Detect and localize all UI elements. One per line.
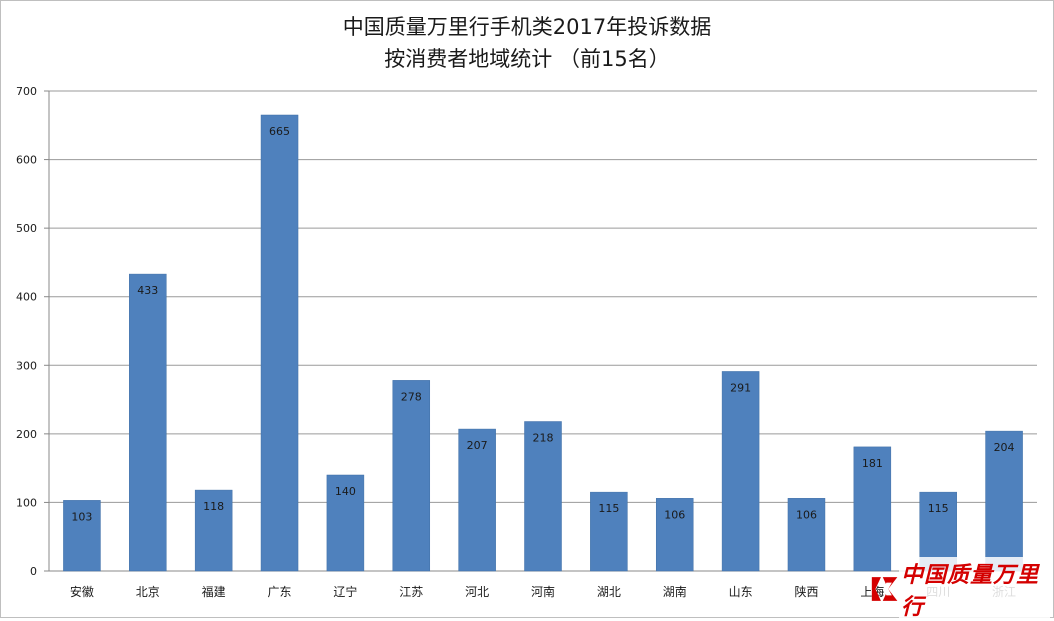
bar-value-label: 665 <box>269 125 290 138</box>
y-tick-label: 100 <box>16 496 37 509</box>
bar <box>260 114 299 572</box>
y-tick-label: 600 <box>16 154 37 167</box>
bar-value-label: 181 <box>862 457 883 470</box>
bar <box>590 491 628 572</box>
y-tick-label: 0 <box>30 565 37 578</box>
bar-series: 103 433 118 665 140 278 207 218 115 106 291 106 181 1… <box>63 114 1023 572</box>
chart-title: 中国质量万里行手机类2017年投诉数据 <box>342 15 712 39</box>
bar-value-label: 278 <box>401 390 422 403</box>
x-tick-label: 河北 <box>465 585 489 599</box>
bar <box>524 421 562 572</box>
y-tick-label: 700 <box>16 85 37 98</box>
chart-subtitle: 按消费者地域统计 （前15名） <box>384 47 670 71</box>
watermark-text: 中国质量万里行 <box>899 557 1050 621</box>
x-tick-label: 安徽 <box>70 584 94 599</box>
bar-value-label: 140 <box>335 485 356 498</box>
bar <box>392 380 431 572</box>
x-tick-label: 湖南 <box>663 584 687 599</box>
y-axis: 0 100 200 300 400 500 600 700 <box>16 85 50 578</box>
y-tick-label: 200 <box>16 428 37 441</box>
bar <box>655 498 694 572</box>
bar <box>129 273 167 572</box>
bar-value-label: 106 <box>664 508 685 521</box>
bar-value-label: 115 <box>598 502 619 515</box>
x-tick-label: 山东 <box>729 585 753 599</box>
bar-value-label: 291 <box>730 381 751 394</box>
bar-value-label: 103 <box>71 510 92 523</box>
bar-value-label: 207 <box>467 439 488 452</box>
bar <box>853 446 892 572</box>
bar <box>63 500 101 572</box>
bar-value-label: 204 <box>994 441 1015 454</box>
watermark-logo: 中国质量万里行 <box>870 557 1050 621</box>
bar <box>787 498 826 572</box>
bar-value-label: 115 <box>928 502 949 515</box>
bar <box>194 489 233 572</box>
watermark-emblem-icon <box>871 577 898 601</box>
x-tick-label: 广东 <box>268 585 292 599</box>
y-tick-label: 500 <box>16 222 37 235</box>
x-tick-label: 陕西 <box>794 584 818 599</box>
bar-value-label: 218 <box>533 432 554 445</box>
x-tick-label: 湖北 <box>597 584 621 599</box>
y-tick-label: 300 <box>16 359 37 372</box>
x-tick-label: 北京 <box>136 585 160 599</box>
x-tick-label: 江苏 <box>399 585 423 599</box>
bar <box>326 474 365 572</box>
bar <box>721 371 760 572</box>
x-tick-label: 福建 <box>202 584 226 599</box>
bar <box>458 428 496 572</box>
bar-value-label: 433 <box>137 284 158 297</box>
bar <box>985 430 1023 572</box>
bar-value-label: 106 <box>796 508 817 521</box>
bar-value-label: 118 <box>203 500 224 513</box>
y-tick-label: 400 <box>16 291 37 304</box>
x-tick-label: 辽宁 <box>333 584 357 599</box>
x-tick-label: 河南 <box>531 584 555 599</box>
